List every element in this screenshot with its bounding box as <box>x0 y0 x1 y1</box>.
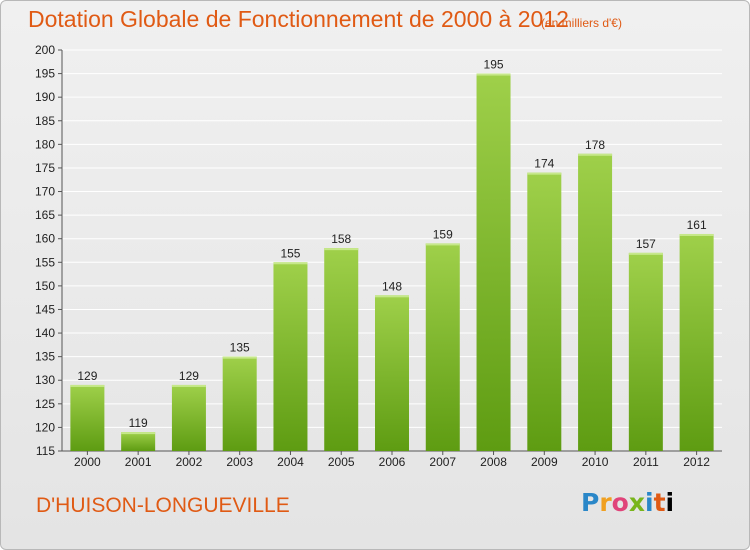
x-tick-label: 2004 <box>277 455 304 469</box>
logo-letter: o <box>611 488 629 517</box>
x-tick-label: 2010 <box>582 455 609 469</box>
x-tick-label: 2009 <box>531 455 558 469</box>
y-tick-label: 140 <box>35 326 55 340</box>
bar-highlight <box>273 262 308 265</box>
place-name: D'HUISON-LONGUEVILLE <box>36 494 290 517</box>
bar <box>171 384 206 451</box>
y-tick-label: 165 <box>35 208 55 222</box>
data-label: 195 <box>484 58 504 72</box>
data-label: 129 <box>77 369 97 383</box>
x-tick-label: 2006 <box>379 455 406 469</box>
logo-letter: r <box>599 488 612 517</box>
y-tick-label: 145 <box>35 302 55 316</box>
bar-highlight <box>679 233 714 236</box>
data-label: 161 <box>687 218 707 232</box>
logo-letter: t <box>653 488 666 517</box>
y-tick-label: 170 <box>35 185 55 199</box>
y-tick-label: 125 <box>35 397 55 411</box>
bar-highlight <box>171 384 206 387</box>
data-label: 158 <box>331 232 351 246</box>
x-tick-label: 2008 <box>480 455 507 469</box>
bar-highlight <box>324 248 359 251</box>
bar <box>121 432 156 451</box>
bar-highlight <box>375 295 409 298</box>
bar <box>476 73 511 452</box>
x-tick-label: 2011 <box>633 455 659 469</box>
data-label: 155 <box>280 246 300 260</box>
x-tick-label: 2000 <box>74 455 101 469</box>
bar-highlight <box>527 172 562 175</box>
y-tick-label: 120 <box>35 420 55 434</box>
x-tick-label: 2007 <box>429 455 456 469</box>
bar <box>628 252 663 451</box>
bars <box>70 73 714 452</box>
logo-letter: i <box>665 488 675 517</box>
bar <box>527 172 562 452</box>
bar-highlight <box>628 252 663 255</box>
proxiti-logo: Proxiti <box>581 488 674 517</box>
data-label: 178 <box>585 138 605 152</box>
bar-highlight <box>222 356 257 359</box>
data-label: 129 <box>179 369 199 383</box>
y-tick-label: 190 <box>35 90 55 104</box>
y-tick-label: 115 <box>36 444 55 458</box>
y-tick-label: 200 <box>35 43 55 57</box>
x-tick-label: 2002 <box>176 455 203 469</box>
y-tick-label: 135 <box>35 350 55 364</box>
data-label: 174 <box>534 157 554 171</box>
x-tick-label: 2003 <box>226 455 253 469</box>
y-tick-label: 195 <box>35 67 55 81</box>
labels: 129 2000 119 2001 129 2002 135 2003 155 2004 158 20… <box>74 58 710 469</box>
bar <box>425 243 460 451</box>
chart-unit-note: (en milliers d'€) <box>541 16 622 30</box>
data-label: 135 <box>230 341 250 355</box>
logo-letter: P <box>581 488 600 517</box>
bar <box>222 356 257 451</box>
bar-highlight <box>578 153 613 156</box>
logo-letter: i <box>645 488 654 517</box>
data-label: 148 <box>382 279 402 293</box>
y-tick-label: 150 <box>35 279 55 293</box>
bar-highlight <box>70 384 105 387</box>
y-tick-label: 185 <box>35 114 55 128</box>
x-tick-label: 2005 <box>328 455 355 469</box>
bar <box>324 248 359 451</box>
y-tick-label: 130 <box>35 373 55 387</box>
logo-letter: x <box>628 488 645 517</box>
x-tick-label: 2001 <box>125 455 152 469</box>
bar <box>679 233 714 451</box>
data-label: 119 <box>129 416 148 430</box>
y-tick-label: 175 <box>35 161 55 175</box>
bar-highlight <box>476 73 511 76</box>
bar-highlight <box>425 243 460 246</box>
bar-highlight <box>121 432 156 435</box>
bar <box>273 262 308 451</box>
y-tick-label: 160 <box>35 232 55 246</box>
bar <box>578 153 613 451</box>
x-tick-label: 2012 <box>683 455 710 469</box>
y-tick-label: 155 <box>35 255 55 269</box>
data-label: 159 <box>433 227 453 241</box>
y-tick-label: 180 <box>35 137 55 151</box>
chart-title: Dotation Globale de Fonctionnement de 20… <box>28 6 569 32</box>
data-label: 157 <box>636 237 656 251</box>
bar <box>375 295 409 451</box>
bar <box>70 384 105 451</box>
